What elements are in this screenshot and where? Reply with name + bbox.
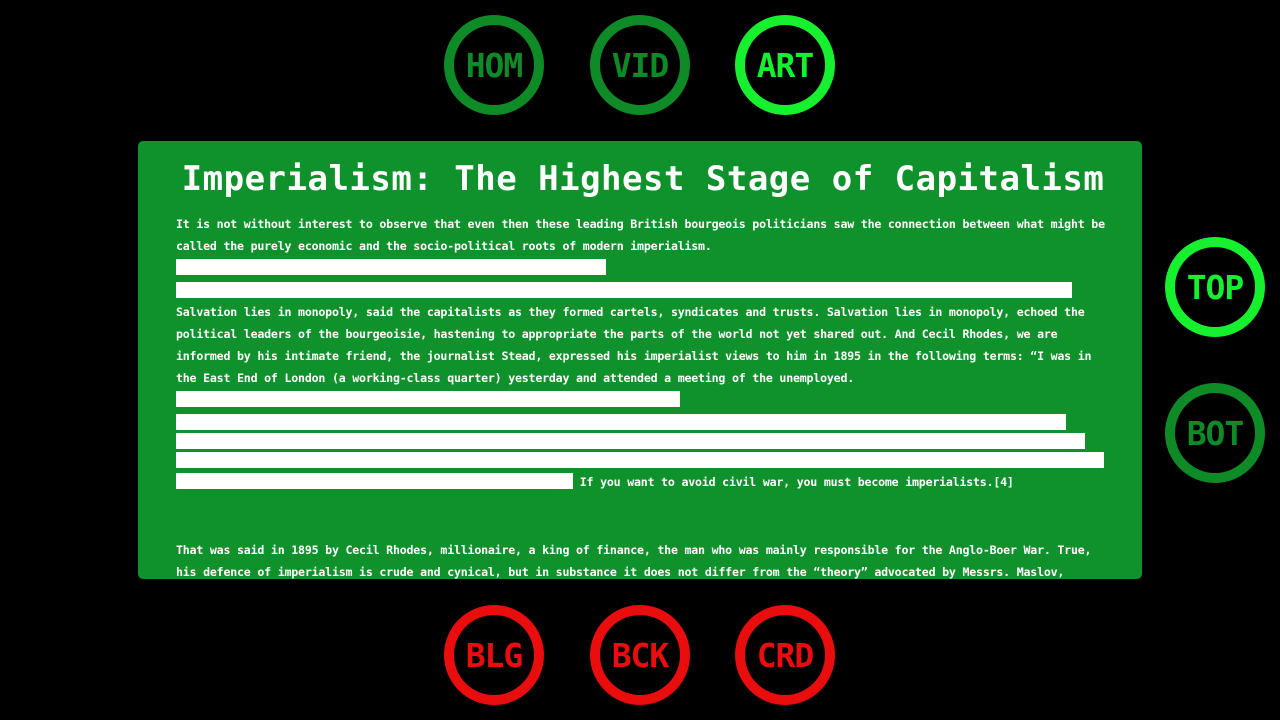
credits-button-label: CRD (756, 635, 815, 675)
paragraph-2-text: Salvation lies in monopoly, said the cap… (176, 305, 1092, 385)
blog-button-label: BLG (465, 635, 524, 675)
scroll-top-button[interactable]: TOP (1165, 237, 1265, 337)
redaction-bar (176, 414, 1066, 430)
article-paragraph-2: Salvation lies in monopoly, said the cap… (176, 301, 1110, 411)
scroll-bottom-label: BOT (1186, 413, 1245, 453)
redaction-bar (176, 282, 1072, 298)
home-button[interactable]: HOM (444, 15, 544, 115)
redaction-bar (176, 452, 1104, 468)
article-paragraph-2-end: If you want to avoid civil war, you must… (176, 471, 1110, 493)
scroll-bottom-button[interactable]: BOT (1165, 383, 1265, 483)
redaction-bar (176, 259, 606, 275)
redaction-bar (176, 433, 1085, 449)
paragraph-spacer (176, 493, 1110, 539)
redaction-bar (176, 473, 573, 489)
paragraph-3-text: That was said in 1895 by Cecil Rhodes, m… (176, 543, 1092, 579)
article-panel: Imperialism: The Highest Stage of Capita… (138, 141, 1142, 579)
article-paragraph-3: That was said in 1895 by Cecil Rhodes, m… (176, 539, 1110, 579)
video-button-label: VID (611, 45, 670, 85)
redaction-bar (176, 391, 680, 407)
back-button[interactable]: BCK (590, 605, 690, 705)
credits-button[interactable]: CRD (735, 605, 835, 705)
home-button-label: HOM (465, 45, 524, 85)
article-button-label: ART (756, 45, 815, 85)
paragraph-2-tail-text: If you want to avoid civil war, you must… (579, 475, 1014, 489)
article-title: Imperialism: The Highest Stage of Capita… (181, 159, 1105, 199)
back-button-label: BCK (611, 635, 670, 675)
article-paragraph-1: It is not without interest to observe th… (176, 213, 1110, 279)
blog-button[interactable]: BLG (444, 605, 544, 705)
paragraph-1-text: It is not without interest to observe th… (176, 217, 1105, 253)
scroll-top-label: TOP (1186, 267, 1245, 307)
video-button[interactable]: VID (590, 15, 690, 115)
article-button[interactable]: ART (735, 15, 835, 115)
